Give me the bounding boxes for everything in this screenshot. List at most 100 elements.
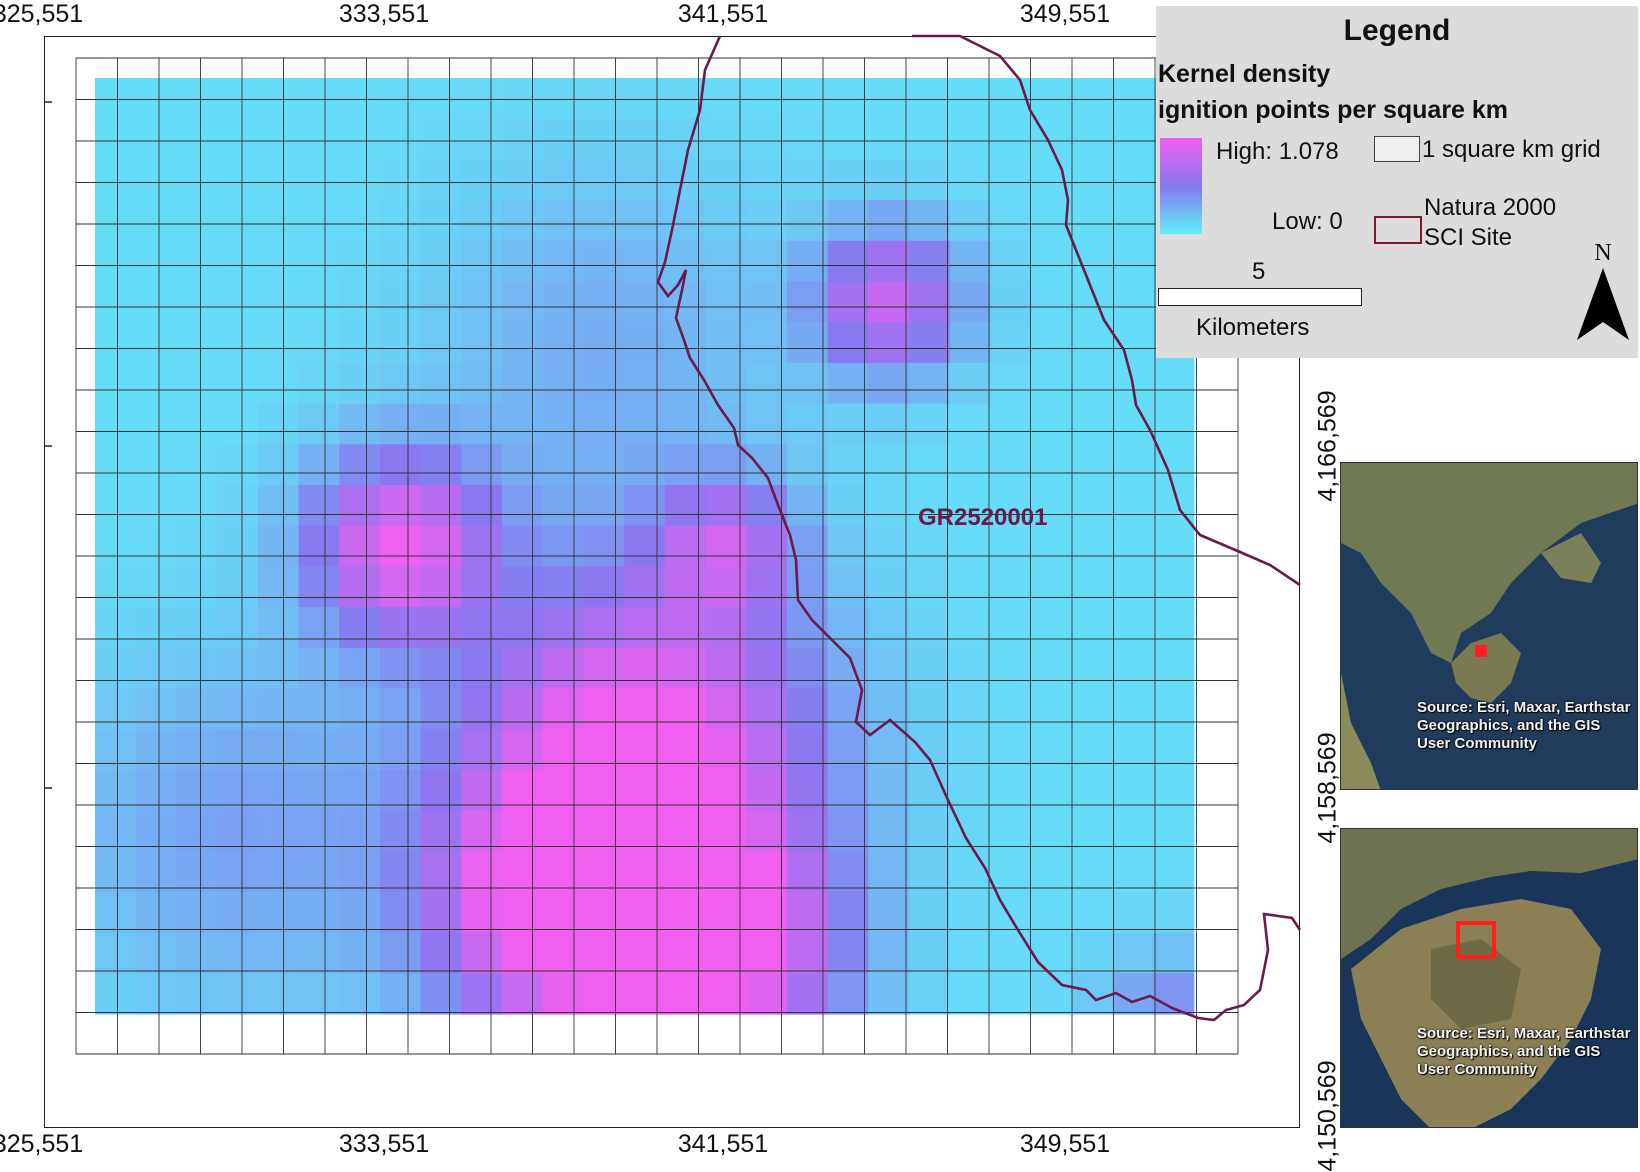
density-cell xyxy=(298,688,340,730)
density-cell xyxy=(949,647,991,689)
density-cell xyxy=(583,78,625,120)
density-cell xyxy=(217,525,259,567)
density-cell xyxy=(420,485,462,527)
density-cell xyxy=(1112,525,1154,567)
legend-low-label: Low: 0 xyxy=(1272,208,1343,235)
density-cell xyxy=(542,200,584,242)
density-cell xyxy=(583,810,625,852)
density-cell xyxy=(827,78,869,120)
density-cell xyxy=(1153,729,1195,771)
density-cell xyxy=(1153,566,1195,608)
density-cell xyxy=(1071,810,1113,852)
density-cell xyxy=(217,240,259,282)
density-cell xyxy=(1112,281,1154,323)
density-cell xyxy=(461,769,503,812)
density-cell xyxy=(176,200,218,242)
density-cell xyxy=(746,688,788,730)
density-cell xyxy=(827,485,869,527)
density-cell xyxy=(1071,892,1113,934)
density-cell xyxy=(949,729,991,771)
density-cell xyxy=(420,647,462,689)
density-cell xyxy=(1153,769,1195,812)
scale-bar xyxy=(1158,288,1362,306)
legend: Legend Kernel density ignition points pe… xyxy=(1156,6,1638,358)
density-cell xyxy=(624,362,666,405)
density-cell xyxy=(705,403,747,445)
density-cell xyxy=(339,281,381,323)
density-cell xyxy=(624,566,666,608)
density-cell xyxy=(217,159,259,201)
inset2-source: Source: Esri, Maxar, Earthstar Geographi… xyxy=(1417,1025,1631,1078)
legend-heading-line2: ignition points per square km xyxy=(1158,96,1509,124)
density-cell xyxy=(909,403,951,445)
density-cell xyxy=(1031,525,1073,567)
density-cell xyxy=(909,159,951,201)
density-cell xyxy=(298,729,340,771)
density-cell xyxy=(542,769,584,812)
density-cell xyxy=(1112,851,1154,893)
density-cell xyxy=(379,851,422,893)
density-cell xyxy=(461,810,503,852)
density-cell xyxy=(746,118,788,160)
density-cell xyxy=(135,932,177,974)
inset-map-greece: Source: Esri, Maxar, Earthstar Geographi… xyxy=(1340,462,1638,790)
density-cell xyxy=(868,973,910,1015)
density-cell xyxy=(827,118,869,160)
density-cell xyxy=(95,403,137,445)
density-cell xyxy=(624,240,666,282)
density-cell xyxy=(949,485,991,527)
density-cell xyxy=(217,566,259,608)
density-cell xyxy=(1031,973,1073,1015)
density-cell xyxy=(624,322,666,364)
density-cell xyxy=(257,322,299,364)
density-cell xyxy=(949,769,991,812)
density-cell xyxy=(705,444,747,486)
density-cell xyxy=(746,973,788,1015)
density-cell xyxy=(868,403,910,445)
density-cell xyxy=(705,240,747,282)
scale-value: 5 xyxy=(1252,258,1266,285)
density-cell xyxy=(257,159,299,201)
density-cell xyxy=(1153,362,1195,405)
density-cell xyxy=(379,200,422,242)
density-cell xyxy=(827,281,869,323)
density-cell xyxy=(257,607,299,649)
density-cell xyxy=(379,647,422,689)
density-cell xyxy=(502,485,544,527)
density-cell xyxy=(502,810,544,852)
density-cell xyxy=(827,688,869,730)
density-cell xyxy=(1071,932,1113,974)
density-cell xyxy=(542,362,584,405)
density-cell xyxy=(176,240,218,282)
density-cell xyxy=(95,118,137,160)
density-cell xyxy=(217,281,259,323)
density-cell xyxy=(786,362,829,405)
legend-high-label: High: 1.078 xyxy=(1216,138,1339,165)
density-cell xyxy=(1112,444,1154,486)
density-cell xyxy=(379,281,422,323)
x-tick-bottom-0: 325,551 xyxy=(0,1130,84,1158)
density-cell xyxy=(217,932,259,974)
density-cell xyxy=(502,362,544,405)
density-cell xyxy=(827,892,869,934)
density-cell xyxy=(624,200,666,242)
density-cell xyxy=(1031,607,1073,649)
density-cell xyxy=(135,525,177,567)
density-cell xyxy=(624,851,666,893)
density-cell xyxy=(339,688,381,730)
density-cell xyxy=(217,322,259,364)
density-cell xyxy=(461,362,503,405)
density-cell xyxy=(1071,973,1113,1015)
density-cell xyxy=(624,688,666,730)
density-cell xyxy=(1112,240,1154,282)
density-cell xyxy=(868,769,910,812)
density-cell xyxy=(868,322,910,364)
density-cell xyxy=(217,851,259,893)
density-cell xyxy=(990,118,1032,160)
density-cell xyxy=(420,281,462,323)
density-cell xyxy=(705,892,747,934)
density-cell xyxy=(298,769,340,812)
density-cell xyxy=(339,403,381,445)
x-tick-top-0: 325,551 xyxy=(0,0,84,28)
density-cell xyxy=(1112,729,1154,771)
